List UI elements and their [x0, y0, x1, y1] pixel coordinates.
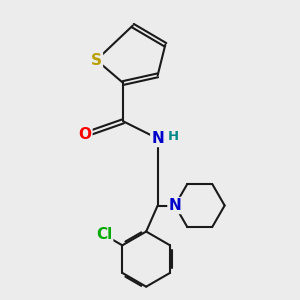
Text: O: O	[78, 127, 92, 142]
Text: Cl: Cl	[96, 227, 112, 242]
Text: N: N	[151, 131, 164, 146]
Text: N: N	[169, 198, 181, 213]
Text: S: S	[91, 52, 102, 68]
Text: H: H	[168, 130, 179, 143]
